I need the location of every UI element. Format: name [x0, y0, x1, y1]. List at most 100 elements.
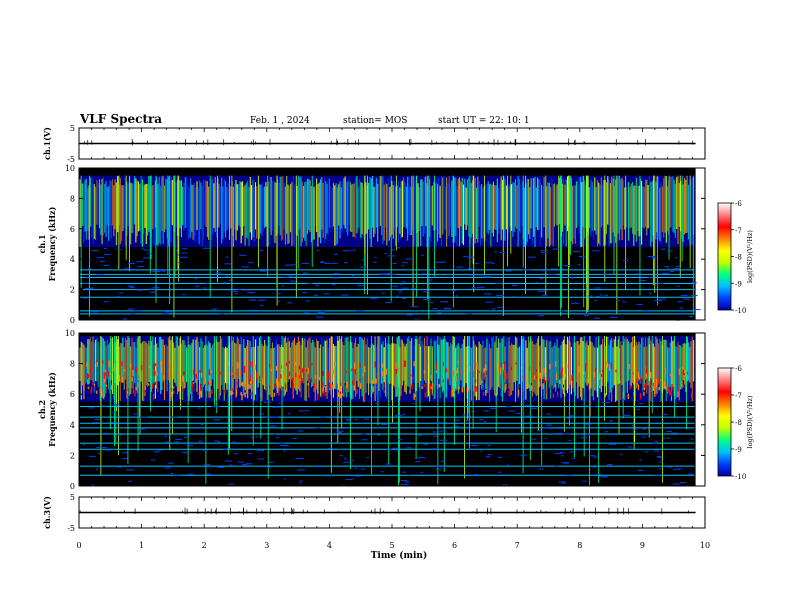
- psd-hotspot: [413, 361, 415, 367]
- noise-speck: [195, 285, 199, 287]
- psd-hotspot: [191, 382, 194, 387]
- psd-hotspot: [454, 388, 456, 392]
- psd-hotspot: [191, 386, 193, 392]
- noise-speck: [660, 248, 666, 250]
- noise-speck: [346, 419, 351, 421]
- noise-speck: [647, 256, 656, 258]
- psd-hotspot: [135, 367, 137, 373]
- psd-hotspot: [302, 368, 304, 373]
- psd-hotspot: [156, 372, 158, 376]
- ch1-waveform-panel: 5 -5 ch.1(V): [42, 124, 706, 164]
- noise-speck: [173, 474, 180, 476]
- noise-speck: [137, 265, 144, 267]
- noise-speck: [361, 439, 368, 441]
- noise-speck: [299, 480, 303, 482]
- noise-speck: [316, 427, 321, 429]
- noise-speck: [241, 266, 250, 268]
- noise-speck: [278, 402, 284, 404]
- x-tick-label: 2: [202, 541, 207, 550]
- noise-speck: [247, 292, 255, 294]
- psd-hotspot: [192, 382, 195, 385]
- noise-speck: [495, 282, 502, 284]
- noise-speck: [471, 287, 476, 289]
- noise-speck: [397, 289, 403, 291]
- noise-speck: [98, 453, 101, 455]
- noise-speck: [639, 459, 643, 461]
- noise-speck: [656, 456, 662, 458]
- psd-hotspot: [404, 360, 406, 368]
- noise-speck: [164, 467, 171, 469]
- psd-hotspot: [608, 388, 610, 392]
- psd-hotspot: [199, 369, 201, 373]
- psd-hotspot: [438, 384, 441, 388]
- noise-speck: [361, 433, 367, 435]
- noise-speck: [506, 464, 510, 466]
- noise-speck: [666, 437, 671, 439]
- psd-hotspot: [321, 388, 323, 396]
- psd-hotspot: [528, 384, 531, 388]
- psd-hotspot: [314, 374, 317, 380]
- noise-speck: [217, 466, 225, 468]
- noise-speck: [497, 456, 503, 458]
- psd-hotspot: [172, 386, 175, 389]
- noise-speck: [105, 449, 112, 451]
- psd-hotspot: [86, 373, 89, 380]
- noise-speck: [529, 408, 537, 410]
- noise-speck: [407, 474, 411, 476]
- noise-speck: [432, 249, 436, 251]
- noise-speck: [283, 478, 286, 480]
- noise-speck: [104, 253, 111, 255]
- ch1-colorbar: -6 -7 -8 -9 -10 log(PSD)(V²/Hz): [717, 200, 754, 315]
- noise-speck: [659, 461, 663, 463]
- noise-speck: [130, 268, 139, 270]
- psd-hotspot: [154, 370, 156, 376]
- noise-speck: [644, 451, 649, 453]
- y-tick-label: 5: [70, 124, 75, 133]
- noise-speck: [496, 306, 503, 308]
- psd-hotspot: [578, 366, 580, 373]
- psd-hotspot: [204, 377, 207, 382]
- noise-speck: [316, 466, 321, 468]
- noise-speck: [256, 450, 264, 452]
- ch1-spectrogram-panel: 0 2 4 6 8 10 ch.1 Frequency (kHz): [37, 164, 706, 325]
- psd-hotspot: [682, 384, 685, 388]
- psd-hotspot: [310, 377, 313, 383]
- noise-speck: [92, 422, 99, 424]
- psd-hotspot: [505, 383, 507, 390]
- psd-hotspot: [154, 363, 157, 366]
- y-tick-label: -5: [67, 155, 75, 164]
- noise-speck: [622, 414, 631, 416]
- noise-speck: [363, 418, 370, 420]
- psd-hotspot: [359, 362, 361, 368]
- noise-speck: [411, 287, 417, 289]
- psd-hotspot: [412, 376, 414, 380]
- noise-speck: [406, 447, 412, 449]
- noise-speck: [447, 273, 450, 275]
- noise-speck: [136, 261, 144, 263]
- psd-hotspot: [682, 369, 685, 376]
- noise-speck: [642, 436, 646, 438]
- noise-speck: [85, 288, 94, 290]
- noise-speck: [582, 405, 588, 407]
- psd-hotspot: [143, 389, 146, 393]
- noise-speck: [197, 407, 202, 409]
- colorbar-tick-label: -6: [735, 200, 742, 208]
- noise-speck: [652, 442, 657, 444]
- noise-speck: [96, 274, 105, 276]
- psd-hotspot: [455, 375, 457, 382]
- psd-hotspot: [496, 389, 498, 396]
- noise-speck: [164, 435, 168, 437]
- psd-hotspot: [663, 381, 666, 389]
- noise-speck: [659, 468, 662, 470]
- psd-hotspot: [456, 368, 459, 374]
- psd-hotspot: [465, 388, 468, 392]
- noise-speck: [638, 279, 647, 281]
- psd-hotspot: [344, 386, 347, 392]
- psd-hotspot: [535, 376, 537, 379]
- noise-speck: [541, 251, 547, 253]
- psd-hotspot: [556, 391, 559, 397]
- psd-hotspot: [615, 369, 617, 373]
- psd-hotspot: [500, 363, 502, 369]
- psd-hotspot: [280, 385, 283, 391]
- noise-speck: [597, 473, 602, 475]
